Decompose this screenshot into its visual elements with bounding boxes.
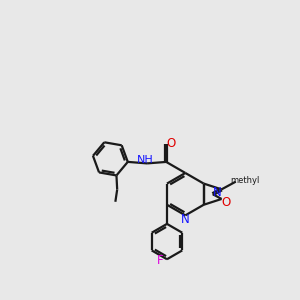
Text: O: O bbox=[221, 196, 231, 209]
Text: N: N bbox=[181, 213, 190, 226]
Text: methyl: methyl bbox=[230, 176, 259, 185]
Text: N: N bbox=[213, 186, 222, 199]
Text: O: O bbox=[166, 137, 175, 150]
Text: NH: NH bbox=[137, 155, 154, 165]
Text: F: F bbox=[157, 254, 164, 267]
